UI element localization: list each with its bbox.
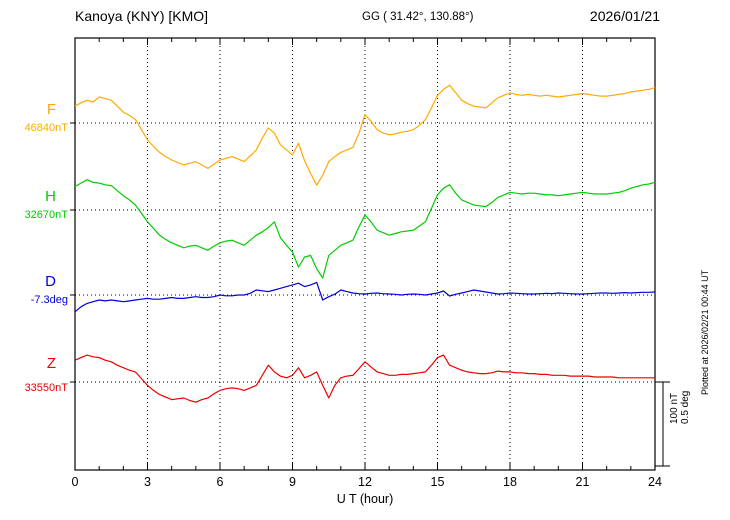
x-tick-label: 12 bbox=[358, 475, 372, 489]
component-label-D: D -7.3deg bbox=[0, 273, 68, 306]
component-baseline-F: 46840nT bbox=[24, 121, 68, 134]
x-tick-label: 0 bbox=[71, 475, 79, 489]
x-tick-label: 9 bbox=[289, 475, 296, 489]
component-letter-Z: Z bbox=[46, 355, 56, 372]
x-tick-label: 18 bbox=[503, 475, 517, 489]
component-baseline-Z: 33550nT bbox=[24, 381, 68, 394]
component-label-H: H 32670nT bbox=[0, 188, 68, 221]
component-label-Z: Z 33550nT bbox=[0, 355, 68, 394]
x-axis-tick-labels: 0 3 6 9 12 15 18 21 24 bbox=[0, 475, 730, 491]
component-letter-D: D bbox=[45, 273, 56, 290]
plot-date: 2026/01/21 bbox=[589, 8, 660, 24]
component-label-F: F 46840nT bbox=[0, 101, 68, 134]
x-tick-label: 21 bbox=[575, 475, 590, 489]
plot-border bbox=[74, 37, 656, 471]
trace-D bbox=[74, 281, 656, 313]
x-tick-label: 3 bbox=[144, 475, 151, 489]
x-axis-title: U T (hour) bbox=[336, 492, 394, 506]
x-tick-label: 6 bbox=[216, 475, 224, 489]
component-baseline-H: 32670nT bbox=[24, 208, 68, 221]
component-baseline-D: -7.3deg bbox=[30, 293, 68, 306]
geographic-coordinates: GG ( 31.42°, 130.88°) bbox=[362, 11, 474, 23]
x-tick-label: 24 bbox=[648, 475, 662, 489]
station-title: Kanoya (KNY) [KMO] bbox=[75, 8, 209, 24]
component-letter-F: F bbox=[46, 101, 56, 118]
trace-Z bbox=[74, 354, 655, 403]
trace-F bbox=[74, 84, 656, 186]
x-tick-label: 15 bbox=[430, 475, 445, 489]
trace-H bbox=[74, 179, 656, 279]
component-letter-H: H bbox=[45, 188, 56, 205]
